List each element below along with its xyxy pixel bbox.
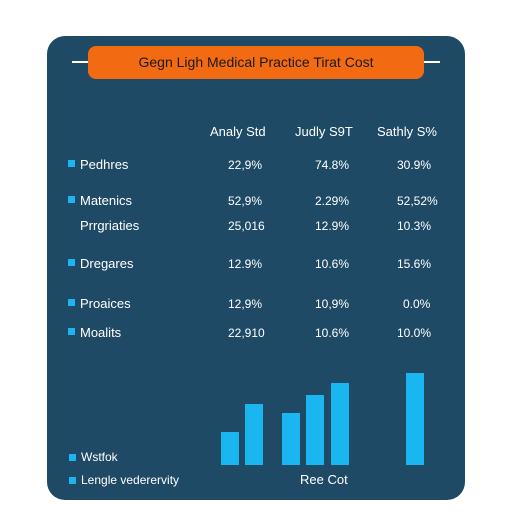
bar-6 bbox=[406, 373, 424, 465]
row-label-3: Prrgriaties bbox=[80, 218, 140, 233]
legend-label-2: Lengle vederervity bbox=[81, 473, 180, 487]
column-header-3: Sathly S% bbox=[377, 124, 437, 139]
cell-5-1: 12,9% bbox=[228, 297, 263, 311]
cell-3-3: 10.3% bbox=[397, 219, 432, 233]
cell-3-2: 12.9% bbox=[315, 219, 350, 233]
x-axis-label: Ree Cot bbox=[300, 472, 348, 487]
legend-swatch-2 bbox=[69, 477, 76, 484]
row-label-1: Pedhres bbox=[80, 157, 129, 172]
row-label-6: Moalits bbox=[80, 325, 122, 340]
row-label-5: Proaices bbox=[80, 296, 131, 311]
cell-2-1: 52,9% bbox=[228, 194, 263, 208]
cell-1-3: 30.9% bbox=[397, 158, 432, 172]
row-bullet-2 bbox=[68, 196, 75, 203]
row-bullet-6 bbox=[68, 328, 75, 335]
cell-2-2: 2.29% bbox=[315, 194, 350, 208]
column-header-2: Judly S9T bbox=[295, 124, 353, 139]
bar-3 bbox=[282, 413, 300, 465]
cell-6-3: 10.0% bbox=[397, 326, 432, 340]
row-bullet-1 bbox=[68, 160, 75, 167]
legend-swatch-1 bbox=[69, 454, 76, 461]
chart-title: Gegn Ligh Medical Practice Tirat Cost bbox=[88, 46, 424, 79]
cell-4-3: 15.6% bbox=[397, 257, 432, 271]
cell-6-2: 10.6% bbox=[315, 326, 350, 340]
cell-6-1: 22,910 bbox=[228, 326, 265, 340]
cell-4-2: 10.6% bbox=[315, 257, 350, 271]
column-header-1: Analy Std bbox=[210, 124, 266, 139]
cell-4-1: 12.9% bbox=[228, 257, 263, 271]
row-label-2: Matenics bbox=[80, 193, 133, 208]
title-rule-left bbox=[72, 61, 88, 63]
bar-2 bbox=[245, 404, 263, 465]
row-bullet-4 bbox=[68, 259, 75, 266]
bar-5 bbox=[331, 383, 349, 465]
cell-5-2: 10,9% bbox=[315, 297, 350, 311]
bar-4 bbox=[306, 395, 324, 465]
cell-2-3: 52,52% bbox=[397, 194, 438, 208]
legend-label-1: Wstfok bbox=[81, 450, 118, 464]
title-rule-right bbox=[424, 61, 440, 63]
cell-1-2: 74.8% bbox=[315, 158, 350, 172]
cell-1-1: 22,9% bbox=[228, 158, 263, 172]
cell-3-1: 25,016 bbox=[228, 219, 265, 233]
row-label-4: Dregares bbox=[80, 256, 134, 271]
bar-1 bbox=[221, 432, 239, 465]
cell-5-3: 0.0% bbox=[403, 297, 431, 311]
row-bullet-5 bbox=[68, 299, 75, 306]
